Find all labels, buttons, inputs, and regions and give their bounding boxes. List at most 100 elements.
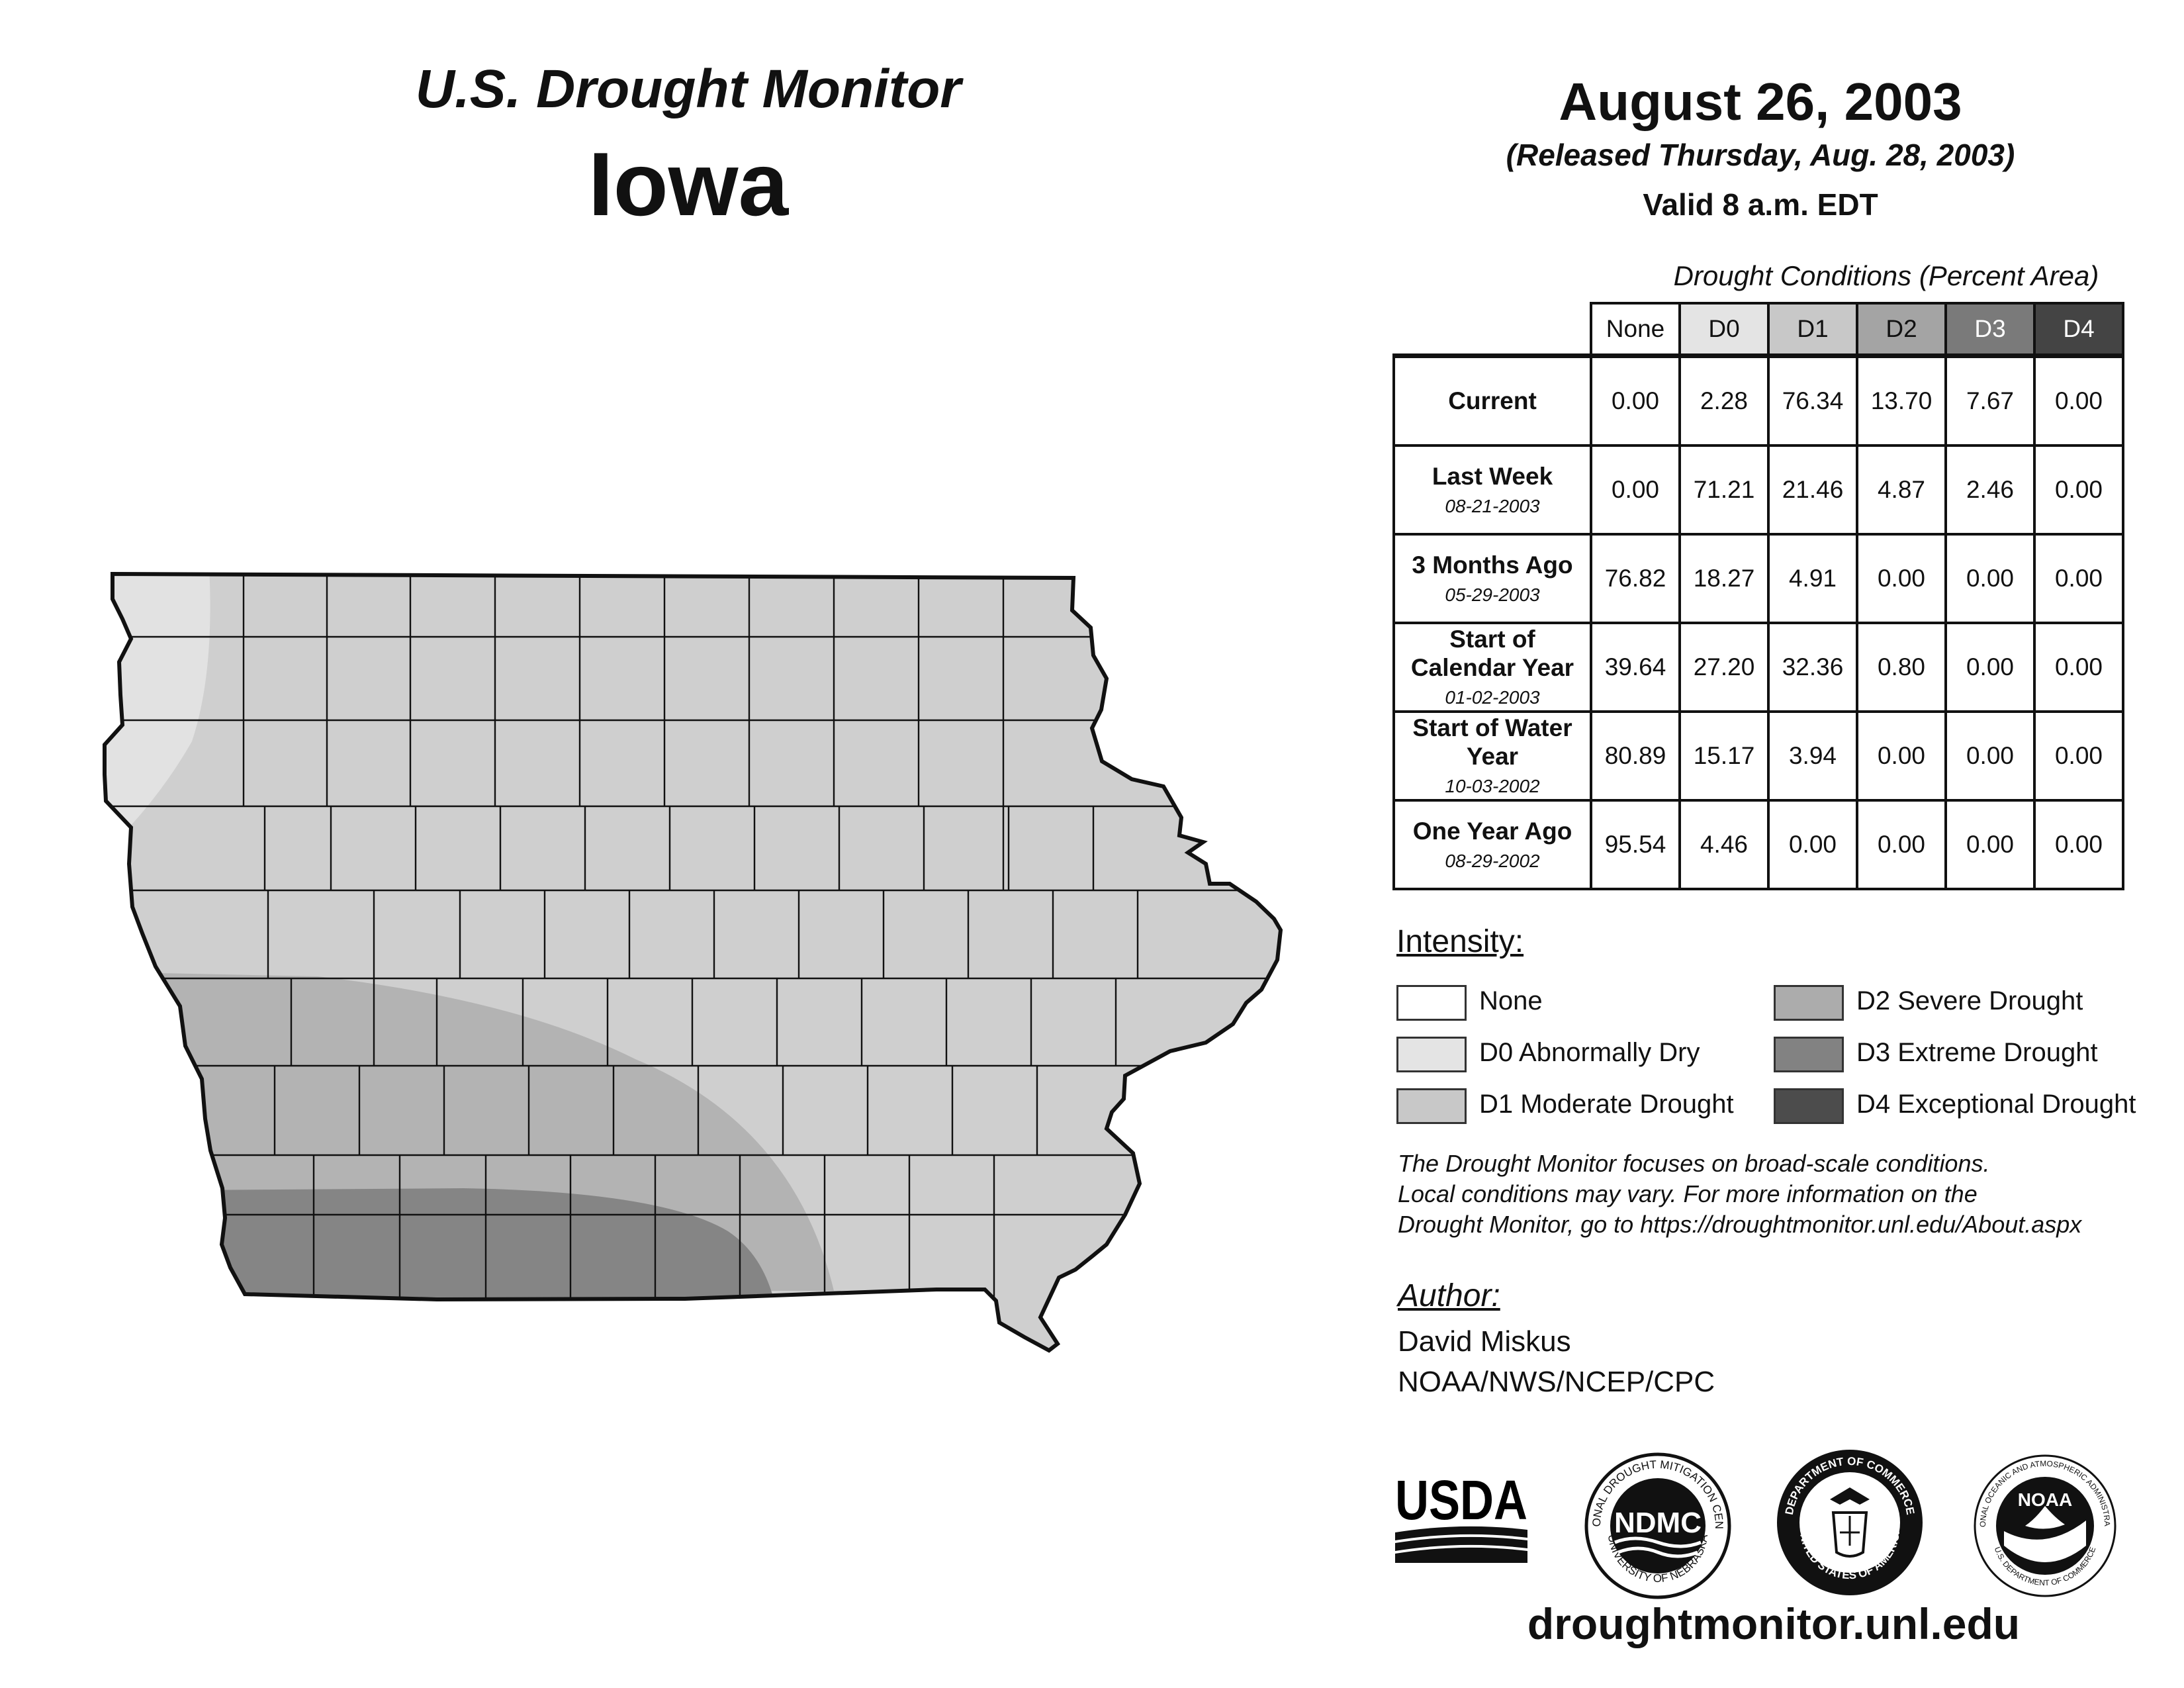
col-d4: D4 xyxy=(2033,302,2124,357)
table-cell: 0.00 xyxy=(2033,799,2124,890)
site-url: droughtmonitor.unl.edu xyxy=(1527,1599,2021,1648)
legend-swatch xyxy=(1396,985,1467,1021)
drought-conditions-table: None D0 D1 D2 D3 D4 Current 0.00 2.28 76.34… xyxy=(1392,302,2124,890)
drought-monitor-note: The Drought Monitor focuses on broad-sca… xyxy=(1398,1149,2081,1240)
table-cell: 95.54 xyxy=(1590,799,1681,890)
table-cell: 32.36 xyxy=(1767,622,1858,713)
usda-logo: USDA xyxy=(1395,1469,1527,1563)
table-cell: 7.67 xyxy=(1944,353,2036,447)
map-title: U.S. Drought Monitor xyxy=(415,59,962,119)
legend-label: D2 Severe Drought xyxy=(1856,986,2083,1015)
legend-label: D4 Exceptional Drought xyxy=(1856,1090,2136,1119)
row-label: Last Week 08-21-2003 xyxy=(1392,444,1592,536)
table-cell: 0.00 xyxy=(1767,799,1858,890)
row-date: 01-02-2003 xyxy=(1445,687,1540,708)
table-row: One Year Ago 08-29-2002 95.54 4.46 0.00 0.00 0… xyxy=(1392,799,2124,890)
table-row: Current 0.00 2.28 76.34 13.70 7.67 0.00 xyxy=(1392,353,2124,447)
map-date: August 26, 2003 xyxy=(1559,72,1962,131)
iowa-drought-map xyxy=(103,571,1283,1353)
legend-label: D3 Extreme Drought xyxy=(1856,1038,2098,1067)
table-cell: 39.64 xyxy=(1590,622,1681,713)
legend-label: D0 Abnormally Dry xyxy=(1479,1038,1700,1067)
table-title: Drought Conditions (Percent Area) xyxy=(1673,260,2099,291)
table-cell: 0.00 xyxy=(1944,622,2036,713)
note-line-2: Local conditions may vary. For more info… xyxy=(1398,1180,1978,1207)
col-d3: D3 xyxy=(1944,302,2036,357)
row-label-text: One Year Ago xyxy=(1412,817,1572,845)
legend-swatch xyxy=(1396,1037,1467,1072)
table-cell: 0.00 xyxy=(1856,533,1947,624)
row-date: 08-21-2003 xyxy=(1445,496,1540,517)
table-cell: 0.00 xyxy=(1590,444,1681,536)
table-cell: 3.94 xyxy=(1767,710,1858,802)
row-label-text: Current xyxy=(1448,387,1537,414)
row-label-text: Start of Water Year xyxy=(1412,714,1572,770)
table-cell: 71.21 xyxy=(1678,444,1770,536)
table-corner xyxy=(1394,303,1591,357)
row-label-text: Last Week xyxy=(1432,462,1553,490)
table-cell: 2.46 xyxy=(1944,444,2036,536)
ndmc-logo-text: NDMC xyxy=(1614,1507,1702,1539)
table-cell: 76.34 xyxy=(1767,353,1858,447)
table-cell: 4.46 xyxy=(1678,799,1770,890)
author-title: Author: xyxy=(1398,1278,1500,1313)
state-name: Iowa xyxy=(588,134,789,234)
row-label-text: Start of Calendar Year xyxy=(1410,626,1574,681)
table-cell: 27.20 xyxy=(1678,622,1770,713)
table-cell: 0.80 xyxy=(1856,622,1947,713)
table-cell: 2.28 xyxy=(1678,353,1770,447)
table-cell: 0.00 xyxy=(1856,799,1947,890)
table-cell: 4.87 xyxy=(1856,444,1947,536)
table-row: Start of Water Year 10-03-2002 80.89 15.17 3… xyxy=(1392,710,2124,802)
usda-logo-text: USDA xyxy=(1395,1469,1527,1531)
legend-swatch xyxy=(1774,1088,1844,1124)
valid-time: Valid 8 a.m. EDT xyxy=(1643,187,1878,222)
table-cell: 0.00 xyxy=(1590,353,1681,447)
author-name: David Miskus xyxy=(1398,1325,1571,1358)
table-cell: 4.91 xyxy=(1767,533,1858,624)
table-row: Start of Calendar Year 01-02-2003 39.64 27.… xyxy=(1392,622,2124,713)
noaa-logo-text: NOAA xyxy=(2018,1489,2072,1510)
row-date: 10-03-2002 xyxy=(1445,776,1540,797)
table-cell: 13.70 xyxy=(1856,353,1947,447)
ndmc-logo: NATIONAL DROUGHT MITIGATION CENTER UNIVE… xyxy=(1582,1450,1731,1599)
legend-swatch xyxy=(1774,1037,1844,1072)
legend-swatch xyxy=(1774,985,1844,1021)
row-date: 08-29-2002 xyxy=(1445,851,1540,872)
row-label-text: 3 Months Ago xyxy=(1412,551,1573,579)
note-line-1: The Drought Monitor focuses on broad-sca… xyxy=(1398,1150,1990,1177)
col-d1: D1 xyxy=(1767,302,1858,357)
noaa-logo: NATIONAL OCEANIC AND ATMOSPHERIC ADMINIS… xyxy=(1972,1453,2116,1597)
row-label: Start of Calendar Year 01-02-2003 xyxy=(1392,622,1592,713)
table-cell: 15.17 xyxy=(1678,710,1770,802)
legend-label: None xyxy=(1479,986,1543,1015)
col-none: None xyxy=(1590,302,1681,357)
row-label: One Year Ago 08-29-2002 xyxy=(1392,799,1592,890)
row-label: Start of Water Year 10-03-2002 xyxy=(1392,710,1592,802)
table-cell: 0.00 xyxy=(1856,710,1947,802)
release-date: (Released Thursday, Aug. 28, 2003) xyxy=(1506,138,2015,172)
note-line-3: Drought Monitor, go to https://droughtmo… xyxy=(1398,1211,2082,1238)
table-row: Last Week 08-21-2003 0.00 71.21 21.46 4.87 2.4… xyxy=(1392,444,2124,536)
row-label: Current xyxy=(1392,353,1592,447)
legend-swatch xyxy=(1396,1088,1467,1124)
department-of-commerce-seal: DEPARTMENT OF COMMERCE UNITED STATES OF … xyxy=(1777,1450,1923,1595)
row-label: 3 Months Ago 05-29-2003 xyxy=(1392,533,1592,624)
table-cell: 0.00 xyxy=(1944,799,2036,890)
col-d2: D2 xyxy=(1856,302,1947,357)
table-cell: 0.00 xyxy=(1944,710,2036,802)
table-cell: 0.00 xyxy=(2033,710,2124,802)
table-cell: 0.00 xyxy=(2033,444,2124,536)
table-header-row: None D0 D1 D2 D3 D4 xyxy=(1394,302,2124,357)
iowa-state-outline xyxy=(103,571,1283,1353)
legend-label: D1 Moderate Drought xyxy=(1479,1090,1734,1119)
row-date: 05-29-2003 xyxy=(1445,585,1540,606)
author-org: NOAA/NWS/NCEP/CPC xyxy=(1398,1366,1715,1398)
county-boundaries xyxy=(105,574,1281,1301)
col-d0: D0 xyxy=(1678,302,1770,357)
table-cell: 0.00 xyxy=(1944,533,2036,624)
table-cell: 0.00 xyxy=(2033,353,2124,447)
table-cell: 21.46 xyxy=(1767,444,1858,536)
table-cell: 0.00 xyxy=(2033,533,2124,624)
table-cell: 0.00 xyxy=(2033,622,2124,713)
